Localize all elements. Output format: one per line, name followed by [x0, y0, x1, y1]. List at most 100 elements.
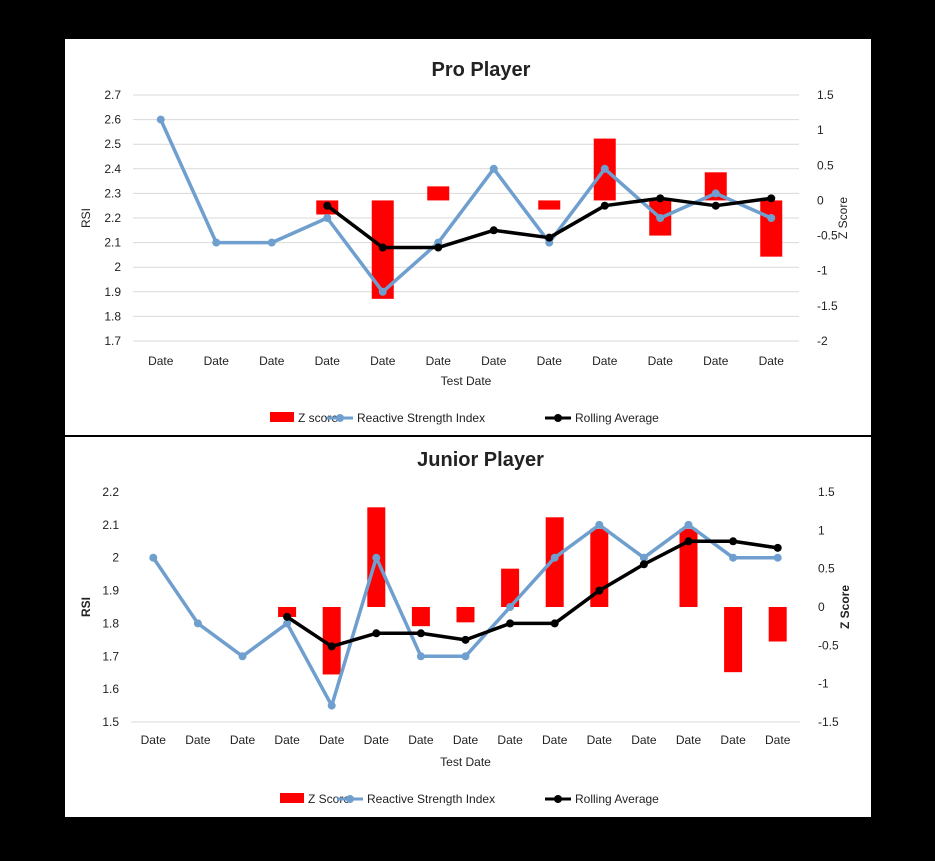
rsi-point: [283, 619, 292, 628]
x-tick-label: Date: [703, 354, 729, 368]
y2-tick-label: -1: [817, 264, 828, 278]
chart-title: Pro Player: [432, 59, 531, 81]
y-tick-label: 2: [114, 260, 121, 274]
x-tick-label: Date: [481, 354, 507, 368]
z-score-bar: [768, 607, 787, 642]
legend-rsi-marker: [336, 414, 344, 422]
x-tick-label: Date: [537, 354, 563, 368]
rsi-point: [656, 214, 665, 222]
rsi-point: [372, 553, 381, 562]
x-tick-label: Date: [631, 733, 657, 747]
rsi-point: [767, 214, 776, 222]
x-tick-label: Date: [148, 354, 174, 368]
rsi-point: [639, 553, 648, 562]
rolling-average-point: [434, 243, 443, 252]
legend-rsi-label: Reactive Strength Index: [357, 411, 485, 425]
rolling-average-point: [729, 537, 738, 546]
x-tick-label: Date: [426, 354, 452, 368]
legend-z-swatch: [280, 793, 304, 803]
x-tick-label: Date: [230, 733, 256, 747]
rsi-point: [149, 553, 158, 562]
junior-player-chart: Junior Player 1.5 1.6 1.7 1.8 1.9 2 2.1 2.2 -1.5 -…: [79, 449, 852, 806]
y-tick-label: 1.5: [102, 715, 119, 729]
legend-avg-label: Rolling Average: [575, 411, 659, 425]
y-tick-label: 2.3: [104, 186, 121, 200]
rsi-point: [550, 553, 559, 562]
y-tick-label: 1.9: [102, 584, 119, 598]
y-axis-title: RSI: [79, 597, 93, 617]
x-tick-label: Date: [720, 733, 746, 747]
y2-tick-label: -2: [817, 334, 828, 348]
rolling-average-point: [639, 560, 648, 569]
z-score-bar: [724, 607, 743, 673]
y-tick-label: 2.6: [104, 113, 121, 127]
legend-avg-label: Rolling Average: [575, 792, 659, 806]
rsi-point: [212, 238, 221, 247]
x-axis-title: Test Date: [440, 755, 491, 769]
rsi-point: [595, 520, 604, 529]
y2-tick-label: 0.5: [817, 158, 834, 172]
y-tick-label: 2.4: [104, 162, 121, 176]
x-tick-label: Date: [592, 354, 618, 368]
legend-rsi-marker: [346, 795, 354, 803]
legend-avg-marker: [554, 795, 562, 803]
rolling-average-point: [372, 629, 381, 638]
rsi-point: [323, 214, 332, 222]
y2-tick-label: 0.5: [818, 562, 835, 576]
rolling-average-point: [323, 201, 332, 210]
rolling-average-point: [767, 194, 776, 203]
z-score-bar: [456, 607, 475, 623]
rolling-average-point: [684, 537, 693, 546]
legend-rsi-label: Reactive Strength Index: [367, 792, 495, 806]
y-tick-label: 2.2: [104, 211, 121, 225]
y-tick-label: 2: [112, 551, 119, 565]
y-tick-label: 2.1: [102, 518, 119, 532]
x-tick-label: Date: [319, 733, 345, 747]
x-tick-label: Date: [204, 354, 230, 368]
y2-tick-label: 0: [817, 193, 824, 207]
x-tick-label: Date: [274, 733, 300, 747]
x-tick-label: Date: [259, 354, 285, 368]
rsi-point: [156, 115, 165, 124]
rsi-point: [193, 619, 202, 628]
rolling-average-point: [489, 226, 498, 235]
rsi-point: [489, 164, 498, 173]
legend-z-label: Z Score: [308, 792, 350, 806]
y2-tick-label: 1: [818, 523, 825, 537]
rsi-point: [416, 652, 425, 661]
rolling-average-point: [595, 586, 604, 595]
y-tick-label: 1.8: [102, 616, 119, 630]
rsi-point: [711, 189, 720, 198]
y2-tick-label: -1: [818, 677, 829, 691]
y2-tick-label: -0.5: [817, 229, 838, 243]
chart-title: Junior Player: [417, 449, 544, 471]
rolling-average-point: [711, 201, 720, 210]
y2-axis-title: Z Score: [836, 197, 850, 239]
rsi-line: [159, 118, 772, 294]
legend-z-swatch: [270, 412, 294, 422]
y-tick-label: 1.8: [104, 309, 121, 323]
rsi-point: [729, 553, 738, 562]
legend-z-label: Z score: [298, 411, 338, 425]
rolling-average-point: [327, 642, 336, 651]
x-tick-label: Date: [542, 733, 568, 747]
rsi-point: [600, 164, 609, 173]
rsi-point: [267, 238, 276, 247]
y-tick-label: 2.7: [104, 88, 121, 102]
x-tick-label: Date: [364, 733, 390, 747]
z-score-bar: [427, 186, 450, 201]
x-tick-label: Date: [185, 733, 211, 747]
rsi-point: [378, 287, 387, 296]
rolling-average-point: [656, 194, 665, 203]
y2-tick-label: -0.5: [818, 638, 839, 652]
y-tick-label: 2.1: [104, 236, 121, 250]
rsi-point: [506, 603, 515, 611]
x-tick-label: Date: [453, 733, 479, 747]
rolling-average-point: [550, 619, 559, 628]
rolling-average-point: [545, 233, 554, 242]
rsi-point: [461, 652, 470, 661]
z-score-bar: [545, 517, 564, 607]
y-tick-label: 1.6: [102, 682, 119, 696]
y-tick-label: 1.7: [104, 334, 121, 348]
y2-tick-label: 0: [818, 600, 825, 614]
